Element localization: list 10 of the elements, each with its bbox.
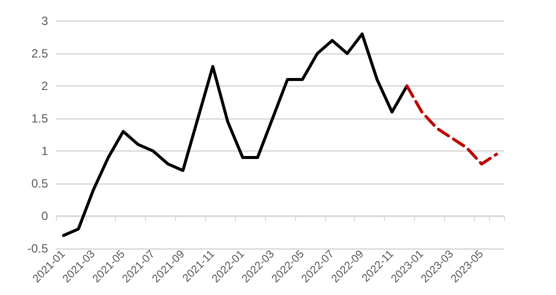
line-series: [405, 84, 498, 166]
y-tick-label: 0: [41, 208, 48, 223]
y-tick-label: 1.5: [31, 111, 48, 126]
y-tick-label: 2: [41, 78, 48, 93]
line-series: [62, 32, 408, 237]
y-tick-label: 3: [41, 14, 48, 28]
y-tick-label: -0.5: [27, 241, 48, 256]
y-tick-label: 1: [41, 144, 48, 158]
y-tick-label: 2.5: [31, 46, 48, 60]
y-tick-label: 0.5: [31, 176, 48, 190]
